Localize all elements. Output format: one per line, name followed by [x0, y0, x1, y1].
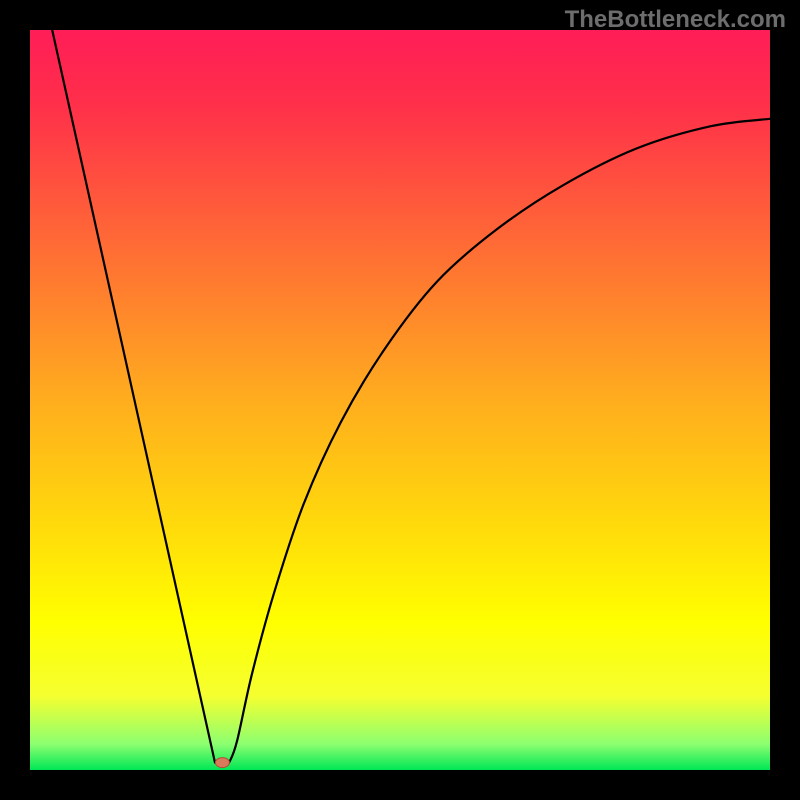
watermark-text: TheBottleneck.com: [565, 6, 786, 34]
optimum-marker: [215, 758, 229, 768]
chart-frame: TheBottleneck.com: [0, 0, 800, 800]
chart-svg: [0, 0, 800, 800]
